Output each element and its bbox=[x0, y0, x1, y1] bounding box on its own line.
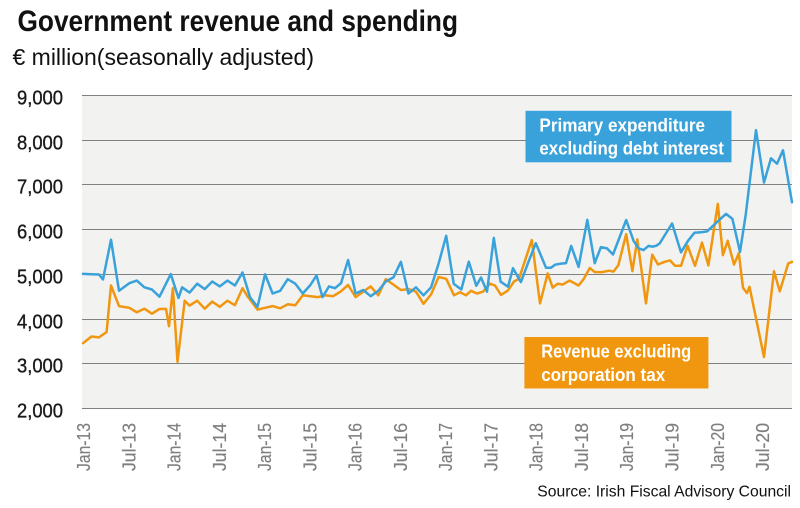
svg-text:Jul-18: Jul-18 bbox=[572, 423, 592, 471]
svg-text:Jan-14: Jan-14 bbox=[165, 423, 185, 471]
svg-text:Jan-20: Jan-20 bbox=[708, 423, 728, 471]
svg-text:Jul-20: Jul-20 bbox=[753, 423, 773, 471]
svg-text:Jan-18: Jan-18 bbox=[527, 423, 547, 471]
svg-text:Jul-14: Jul-14 bbox=[210, 423, 230, 471]
svg-text:corporation tax: corporation tax bbox=[541, 365, 665, 385]
svg-text:7,000: 7,000 bbox=[17, 177, 63, 199]
svg-text:Jan-16: Jan-16 bbox=[346, 423, 366, 471]
svg-text:Jul-16: Jul-16 bbox=[391, 423, 411, 471]
svg-text:Source: Irish Fiscal Advisory: Source: Irish Fiscal Advisory Council bbox=[537, 484, 791, 501]
svg-text:€ million(seasonally adjusted): € million(seasonally adjusted) bbox=[13, 44, 315, 70]
svg-text:3,000: 3,000 bbox=[17, 356, 63, 378]
svg-text:Revenue excluding: Revenue excluding bbox=[541, 342, 691, 362]
svg-text:9,000: 9,000 bbox=[17, 88, 63, 110]
svg-text:excluding debt interest: excluding debt interest bbox=[539, 139, 724, 159]
svg-text:8,000: 8,000 bbox=[17, 133, 63, 155]
svg-text:5,000: 5,000 bbox=[17, 267, 63, 289]
svg-text:2,000: 2,000 bbox=[17, 401, 63, 423]
svg-text:Jan-15: Jan-15 bbox=[255, 423, 275, 471]
svg-text:Jul-15: Jul-15 bbox=[300, 423, 320, 471]
svg-text:Jul-13: Jul-13 bbox=[119, 423, 139, 471]
svg-text:Government revenue and spendin: Government revenue and spending bbox=[18, 5, 459, 38]
svg-text:Jul-17: Jul-17 bbox=[481, 423, 501, 471]
svg-text:Jul-19: Jul-19 bbox=[663, 423, 683, 471]
svg-text:Primary expenditure: Primary expenditure bbox=[539, 115, 705, 135]
svg-text:4,000: 4,000 bbox=[17, 312, 63, 334]
svg-text:6,000: 6,000 bbox=[17, 222, 63, 244]
svg-text:Jan-13: Jan-13 bbox=[74, 423, 94, 471]
svg-text:Jan-17: Jan-17 bbox=[436, 423, 456, 471]
svg-text:Jan-19: Jan-19 bbox=[617, 423, 637, 471]
